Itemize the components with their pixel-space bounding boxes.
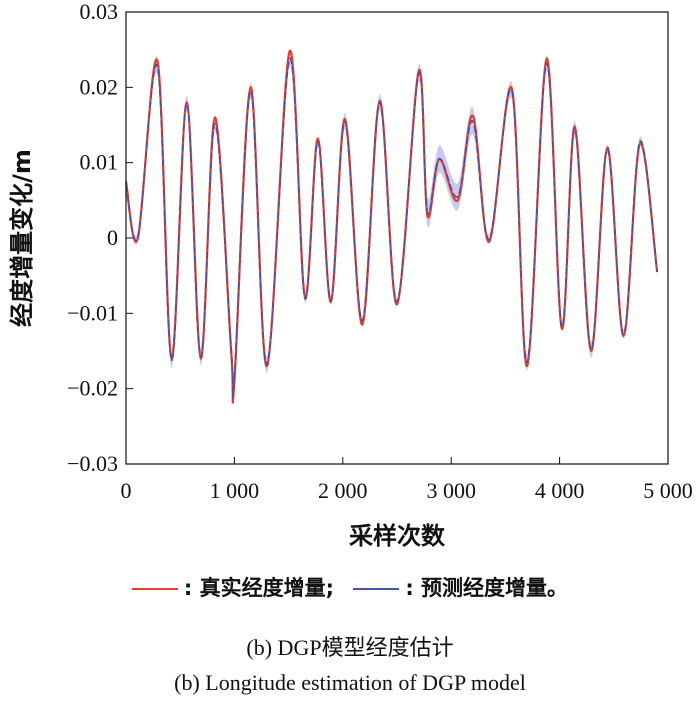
legend: : 真实经度增量; : 预测经度增量。 (0, 572, 700, 602)
y-tick-label: 0.02 (80, 74, 119, 99)
confidence-band-group (126, 50, 658, 407)
caption-english: (b) Longitude estimation of DGP model (174, 670, 526, 695)
caption-chinese: (b) DGP模型经度估计 (246, 635, 454, 660)
y-tick-label: −0.03 (67, 451, 118, 476)
tick-group: 0 1 000 2 000 3 000 4 000 5 000 −0.03 −0.02 −0.0… (67, 0, 693, 503)
legend-swatch-true (131, 588, 178, 590)
series-line-predicted (125, 57, 658, 399)
y-tick-label: −0.02 (67, 376, 118, 401)
legend-label-true: : 真实经度增量; (183, 576, 335, 600)
y-tick-label: 0 (107, 225, 118, 250)
prediction-confidence-band (126, 50, 658, 407)
x-tick-label: 5 000 (643, 478, 693, 503)
x-tick-label: 1 000 (210, 478, 260, 503)
x-tick-label: 3 000 (426, 478, 476, 503)
series-line-true (124, 50, 659, 404)
x-tick-label: 0 (121, 478, 132, 503)
legend-item-pred: : 预测经度增量。 (353, 572, 568, 602)
y-tick-label: 0.01 (80, 150, 119, 175)
x-axis-label: 采样次数 (349, 522, 446, 550)
x-tick-label: 4 000 (535, 478, 585, 503)
legend-label-pred: : 预测经度增量。 (405, 576, 569, 600)
line-chart: 0 1 000 2 000 3 000 4 000 5 000 −0.03 −0.02 −0.0… (8, 0, 693, 550)
y-tick-label: 0.03 (80, 0, 119, 24)
y-tick-label: −0.01 (67, 300, 118, 325)
series-lines (124, 50, 659, 404)
x-tick-label: 2 000 (318, 478, 368, 503)
legend-swatch-pred (353, 588, 400, 590)
legend-item-true: : 真实经度增量; (131, 572, 335, 602)
y-axis-label: 经度增量变化/m (8, 149, 36, 327)
